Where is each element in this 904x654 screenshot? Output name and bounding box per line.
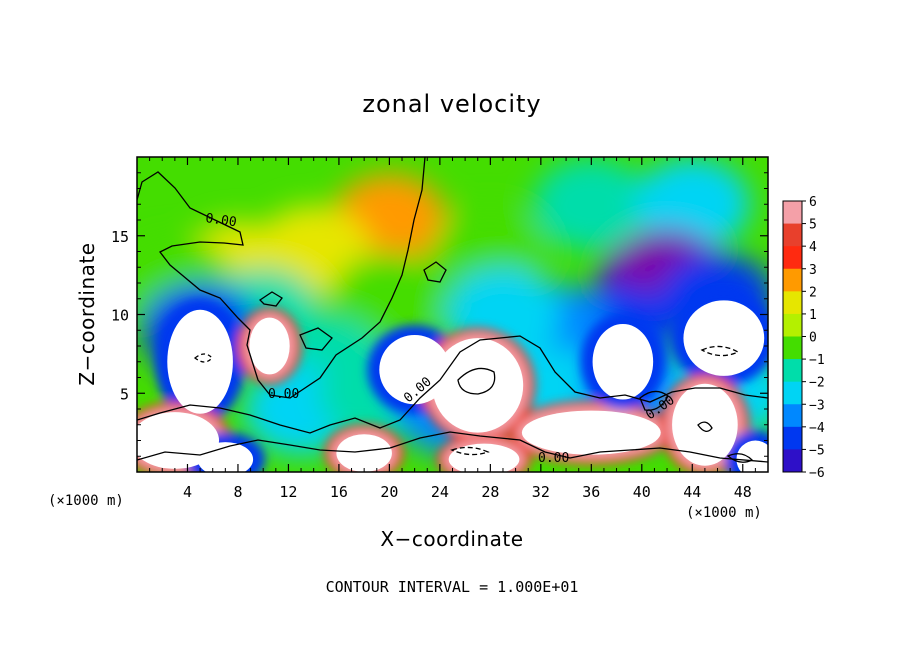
- field-blob-6: [634, 158, 751, 251]
- x-tick-label-9: 40: [633, 483, 651, 501]
- cell-core-23: [167, 309, 233, 414]
- colorbar-label-7: −1: [809, 353, 825, 368]
- cell-core-32: [197, 442, 254, 472]
- colorbar-swatch-10: [783, 426, 802, 450]
- cell-core-27: [521, 410, 661, 455]
- colorbar-label-11: −5: [809, 443, 825, 458]
- zero-contour-lines: [137, 157, 768, 463]
- x-tick-label-1: 8: [233, 483, 242, 501]
- cell-core-26: [432, 338, 524, 433]
- colorbar-swatch-11: [783, 449, 802, 473]
- x-axis-ticks: 4 8 12 16 20 24 28 32 36 40 44 48: [149, 157, 756, 501]
- colorbar-swatch-3: [783, 268, 802, 292]
- field-blob-13: [331, 252, 448, 345]
- colorbar-label-9: −3: [809, 398, 825, 413]
- x-unit-right: (×1000 m): [686, 505, 762, 521]
- colorbar-swatch-0: [783, 201, 802, 225]
- colorbar-label-5: 1: [809, 308, 817, 323]
- contour-label-0: 0.00: [204, 211, 237, 230]
- cell-core-35: [736, 440, 768, 472]
- cell-core-34: [448, 443, 520, 472]
- x-tick-label-5: 24: [431, 483, 449, 501]
- colorbar-swatch-1: [783, 223, 802, 247]
- x-tick-label-2: 12: [279, 483, 297, 501]
- colorbar-swatch-5: [783, 313, 802, 337]
- zero-contour-patch-f: [193, 353, 213, 363]
- x-tick-label-4: 20: [380, 483, 398, 501]
- zero-contour-patch-d: [450, 446, 490, 456]
- cell-cores: [137, 300, 768, 472]
- zero-contour-upper-left: [137, 157, 426, 399]
- plot-area: 0.00 0.00 0.00 0.00 0.00: [137, 157, 768, 472]
- z-tick-label-0: 5: [120, 385, 129, 403]
- colorbar-label-3: 3: [809, 263, 817, 278]
- x-tick-label-8: 36: [582, 483, 600, 501]
- colorbar-swatch-9: [783, 404, 802, 428]
- colorbar-label-0: 6: [809, 195, 817, 210]
- colorbar-label-10: −4: [809, 421, 825, 436]
- zero-contour-patch-h: [697, 421, 713, 432]
- zero-contour-patch-c: [299, 327, 333, 351]
- contour-label-3: 0.00: [538, 451, 569, 466]
- zero-contour-patch-i: [726, 453, 754, 463]
- chart-title: zonal velocity: [362, 90, 541, 118]
- cell-core-24: [249, 317, 290, 375]
- colorbar-label-2: 4: [809, 240, 817, 255]
- x-tick-label-3: 16: [330, 483, 348, 501]
- z-tick-label-1: 10: [111, 307, 129, 325]
- colorbar-swatch-2: [783, 246, 802, 270]
- cell-core-30: [672, 383, 738, 466]
- x-tick-label-6: 28: [481, 483, 499, 501]
- contour-interval-note: CONTOUR INTERVAL = 1.000E+01: [326, 578, 579, 596]
- contour-label-1: 0.00: [268, 387, 299, 402]
- cell-core-33: [336, 434, 392, 472]
- zero-contour-patch-a: [258, 291, 283, 307]
- colorbar: 6 5 4 3 2 1 0 −1 −2 −3 −4 −5 −6: [782, 195, 825, 481]
- zero-contour-patch-j: [639, 390, 669, 411]
- z-axis-label: Z−coordinate: [75, 242, 99, 385]
- x-tick-label-0: 4: [183, 483, 192, 501]
- x-tick-label-11: 48: [734, 483, 752, 501]
- colorbar-label-6: 0: [809, 331, 817, 346]
- colorbar-label-4: 2: [809, 285, 817, 300]
- colorbar-label-8: −2: [809, 376, 825, 391]
- colorbar-label-12: −6: [809, 466, 825, 481]
- colorbar-swatch-4: [783, 291, 802, 315]
- colorbar-swatch-7: [783, 359, 802, 383]
- z-axis-ticks: 5 10 15: [111, 172, 768, 457]
- zero-contour-patch-e: [457, 367, 496, 395]
- zero-contour-bottom-wave: [137, 335, 768, 434]
- field-blob-5: [533, 158, 650, 251]
- x-tick-label-10: 44: [683, 483, 701, 501]
- cell-core-29: [683, 300, 765, 376]
- x-tick-label-7: 32: [532, 483, 550, 501]
- cell-core-28: [592, 323, 654, 400]
- x-unit-left: (×1000 m): [48, 493, 124, 509]
- x-axis-label: X−coordinate: [380, 527, 523, 551]
- colorbar-swatch-6: [783, 336, 802, 360]
- colorbar-label-1: 5: [809, 218, 817, 233]
- colorbar-swatch-8: [783, 381, 802, 405]
- zero-contour-lower: [137, 431, 768, 463]
- z-tick-label-2: 15: [111, 228, 129, 246]
- zero-contour-patch-g: [700, 345, 740, 357]
- zero-contour-patch-b: [423, 261, 447, 283]
